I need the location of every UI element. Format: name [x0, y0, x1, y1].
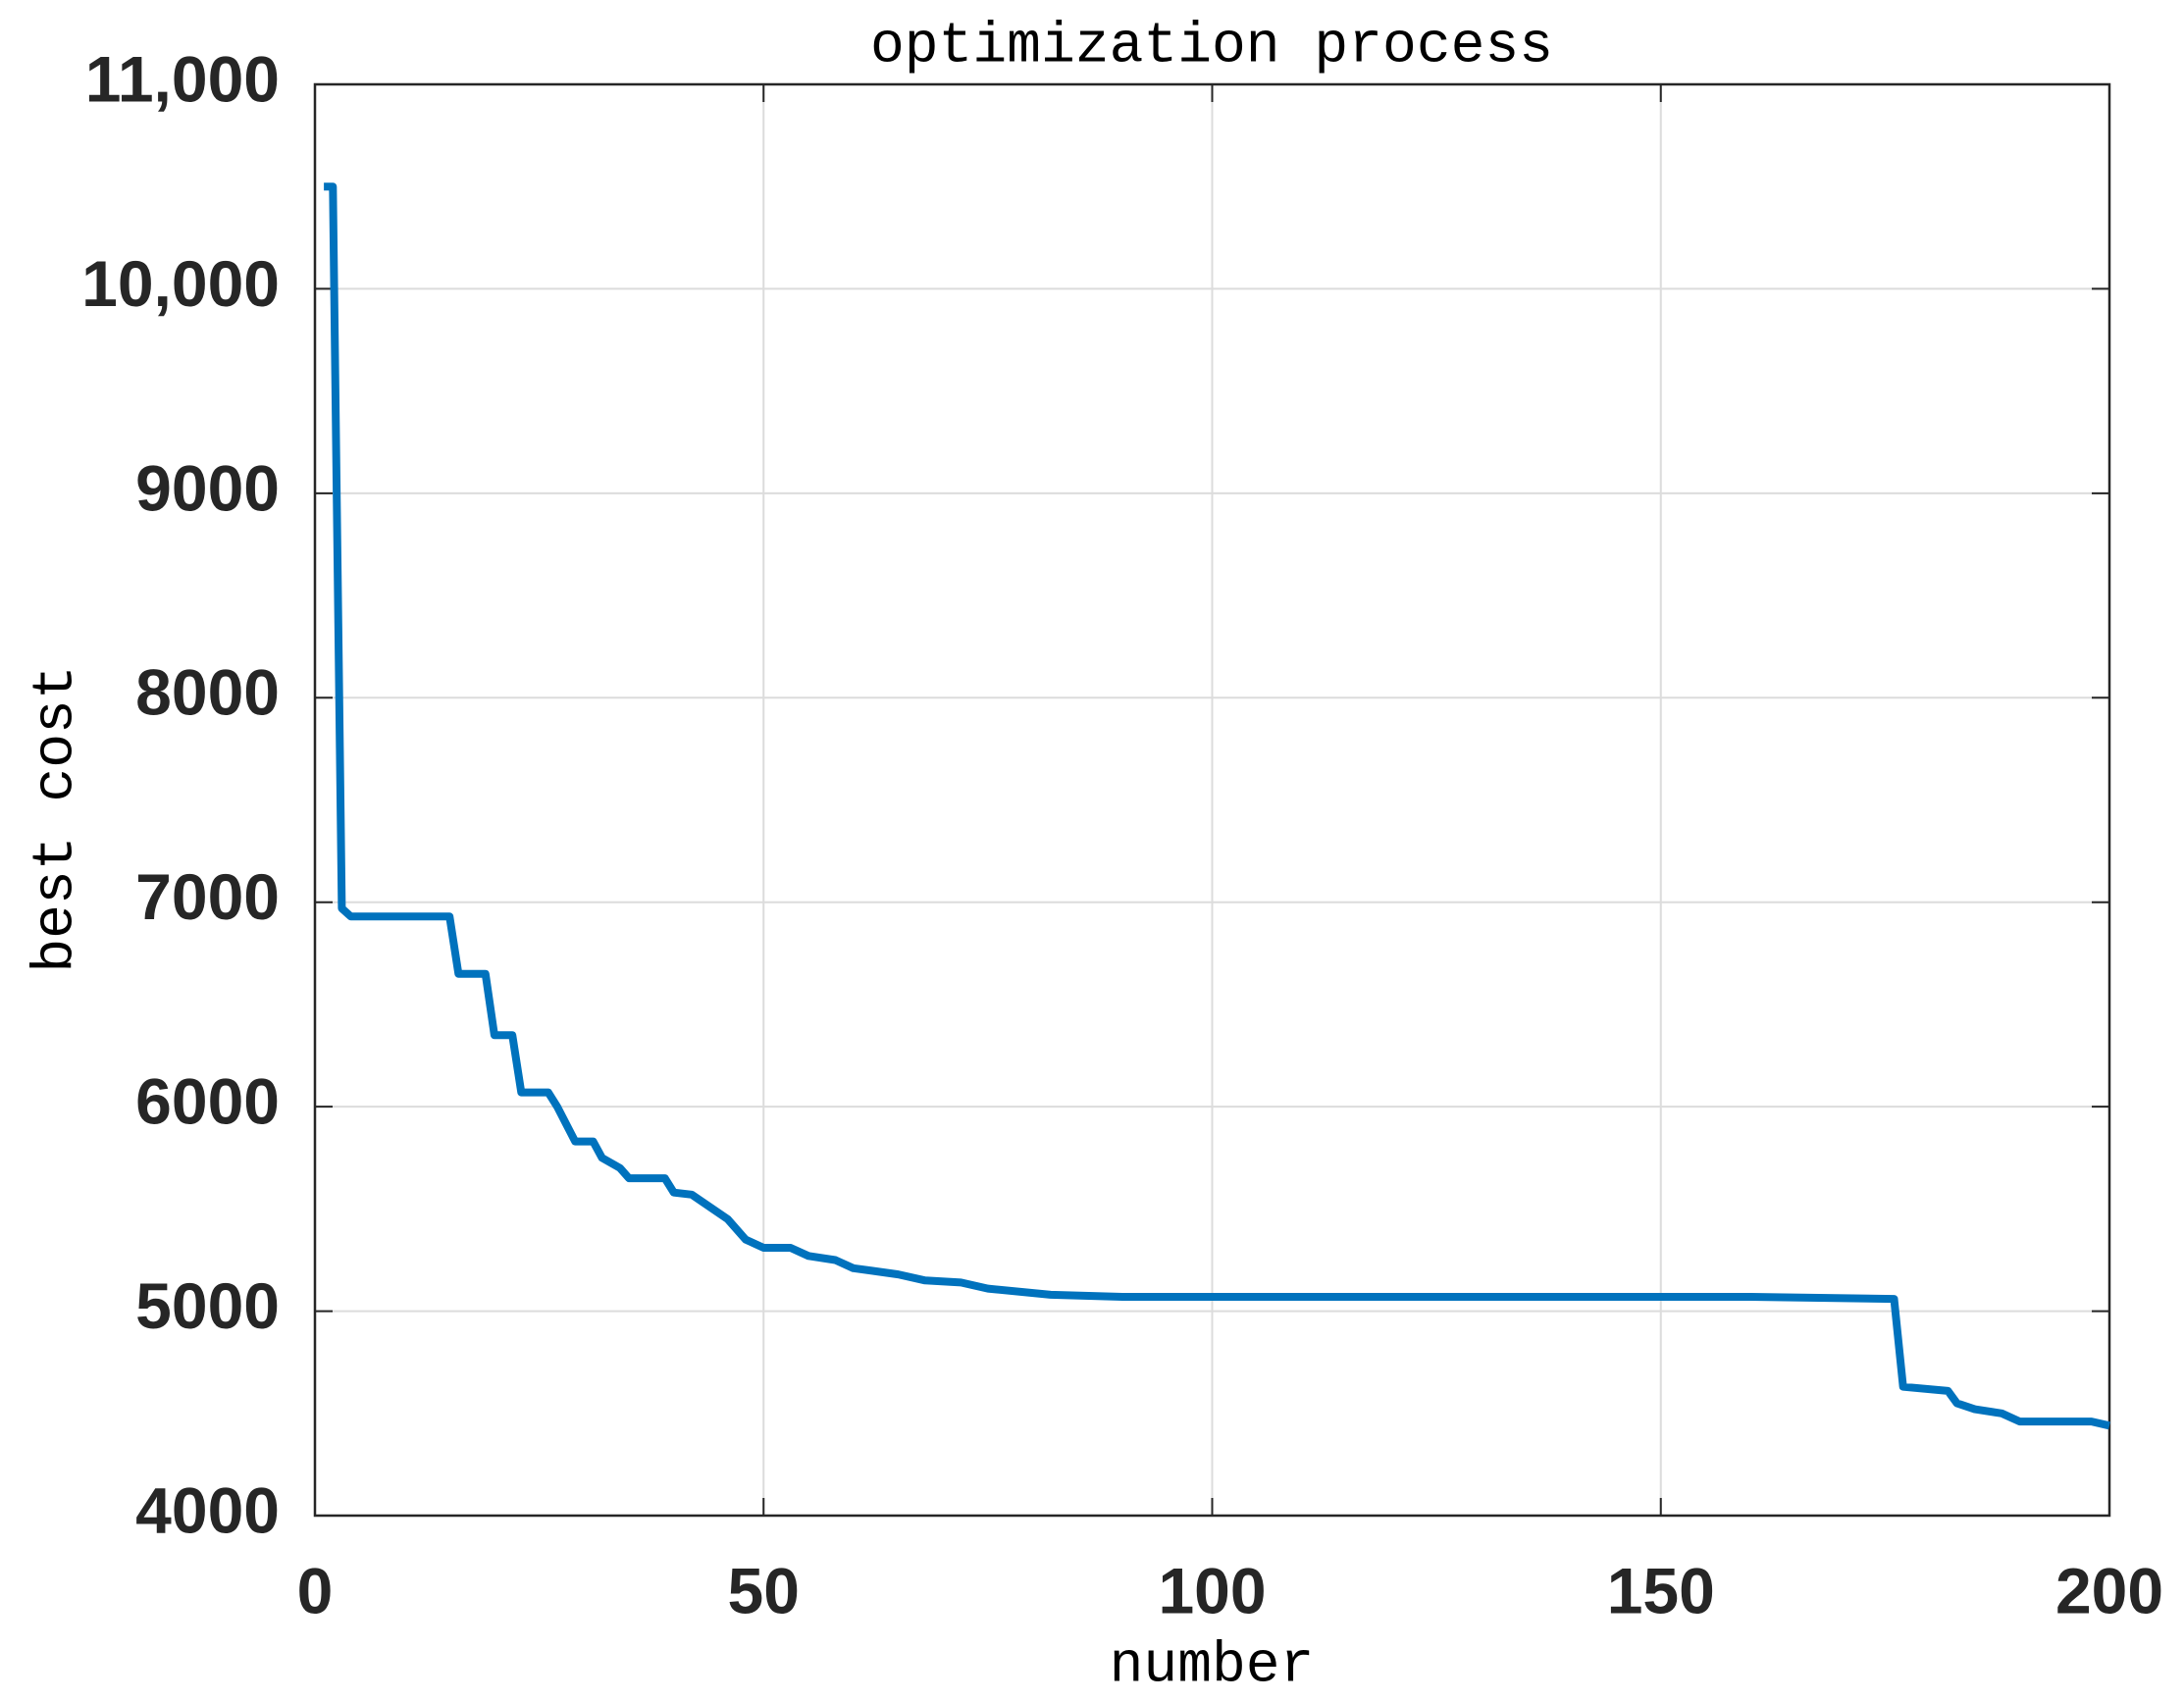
y-tick-label: 10,000	[81, 247, 280, 320]
x-tick-label: 0	[297, 1554, 334, 1626]
y-tick-label: 8000	[135, 656, 280, 729]
chart-title: optimization process	[870, 15, 1553, 78]
y-tick-label: 4000	[135, 1473, 280, 1546]
y-tick-label: 7000	[135, 860, 280, 933]
y-tick-label: 6000	[135, 1065, 280, 1138]
y-tick-label: 9000	[135, 451, 280, 524]
x-tick-label: 100	[1158, 1554, 1266, 1626]
line-series	[324, 182, 2110, 1430]
y-axis-label: best cost	[25, 665, 88, 972]
y-tick-label: 5000	[135, 1269, 280, 1342]
y-tick-label: 11,000	[85, 42, 280, 115]
plot-frame	[313, 82, 2111, 1518]
x-tick-label: 50	[728, 1554, 800, 1626]
x-tick-label: 200	[2055, 1554, 2163, 1626]
x-tick-label: 150	[1607, 1554, 1715, 1626]
x-axis-label: number	[1110, 1634, 1315, 1698]
